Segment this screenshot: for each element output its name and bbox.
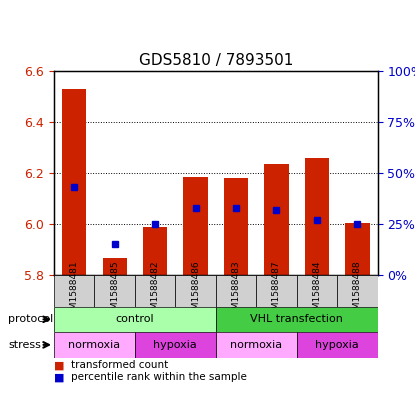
Text: VHL transfection: VHL transfection: [250, 314, 343, 324]
Text: GSM1588486: GSM1588486: [191, 261, 200, 321]
Text: ■: ■: [54, 372, 64, 382]
Bar: [264, 164, 289, 275]
FancyBboxPatch shape: [135, 332, 216, 358]
FancyBboxPatch shape: [297, 275, 337, 307]
Text: GSM1588488: GSM1588488: [353, 261, 362, 321]
FancyBboxPatch shape: [54, 275, 95, 307]
FancyBboxPatch shape: [216, 332, 297, 358]
Text: normoxia: normoxia: [230, 340, 282, 350]
FancyBboxPatch shape: [54, 332, 135, 358]
FancyBboxPatch shape: [337, 275, 378, 307]
Text: percentile rank within the sample: percentile rank within the sample: [71, 372, 247, 382]
Text: GSM1588483: GSM1588483: [232, 261, 241, 321]
Bar: [143, 226, 167, 275]
Text: hypoxia: hypoxia: [315, 340, 359, 350]
FancyBboxPatch shape: [176, 275, 216, 307]
Bar: [224, 178, 248, 275]
Bar: [103, 259, 127, 275]
Text: GSM1588484: GSM1588484: [312, 261, 322, 321]
Text: ■: ■: [54, 360, 64, 371]
Text: GSM1588487: GSM1588487: [272, 261, 281, 321]
Text: GSM1588485: GSM1588485: [110, 261, 119, 321]
Text: protocol: protocol: [8, 314, 54, 324]
FancyBboxPatch shape: [256, 275, 297, 307]
Text: GSM1588482: GSM1588482: [151, 261, 160, 321]
Bar: [62, 88, 86, 275]
FancyBboxPatch shape: [135, 275, 176, 307]
Text: stress: stress: [8, 340, 41, 350]
FancyBboxPatch shape: [95, 275, 135, 307]
FancyBboxPatch shape: [54, 307, 216, 332]
FancyBboxPatch shape: [216, 275, 256, 307]
Bar: [345, 223, 370, 275]
Text: hypoxia: hypoxia: [154, 340, 197, 350]
FancyBboxPatch shape: [216, 307, 378, 332]
Bar: [305, 158, 329, 275]
FancyBboxPatch shape: [297, 332, 378, 358]
Text: GSM1588481: GSM1588481: [70, 261, 79, 321]
Bar: [183, 177, 208, 275]
Text: transformed count: transformed count: [71, 360, 168, 371]
Title: GDS5810 / 7893501: GDS5810 / 7893501: [139, 53, 293, 68]
Text: control: control: [115, 314, 154, 324]
Text: normoxia: normoxia: [68, 340, 120, 350]
